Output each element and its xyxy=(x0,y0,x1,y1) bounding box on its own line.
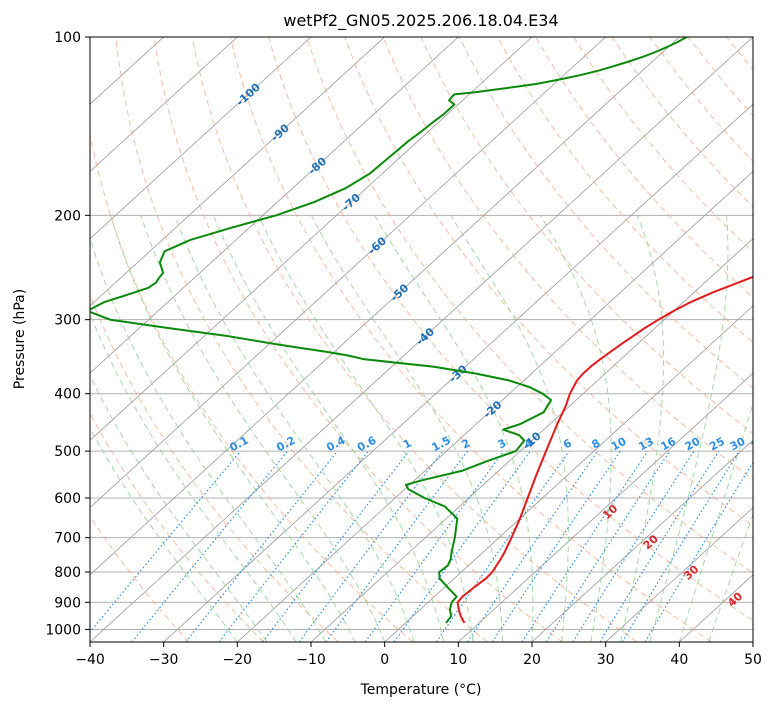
mixing-ratio-line xyxy=(545,450,671,642)
dry-adiabat-line xyxy=(382,37,753,481)
mixing-ratio-line xyxy=(131,450,289,642)
mixing-ratio-line xyxy=(393,450,531,642)
isotherm-line xyxy=(90,37,459,374)
mixing-ratio-label: 36 xyxy=(749,435,769,454)
isotherm-line xyxy=(90,37,680,576)
isotherm-line xyxy=(90,37,753,642)
chart-title: wetPf2_GN05.2025.206.18.04.E34 xyxy=(283,11,558,31)
plot-frame xyxy=(89,36,754,643)
mixing-ratio-line xyxy=(298,450,444,642)
isotherm-line xyxy=(531,439,753,642)
x-tick-label: −20 xyxy=(223,652,253,668)
x-tick-label: 10 xyxy=(449,652,467,668)
dry-adiabat-line xyxy=(191,37,638,642)
axes-group: −40 −30 −20 −10 0 10 20 30 40 50 100 200 300 400 500 60… xyxy=(45,30,762,668)
dry-adiabat-line xyxy=(306,37,753,574)
mixing-ratio-line xyxy=(572,450,695,642)
mixing-ratio-line xyxy=(466,450,599,642)
mixing-ratio-line xyxy=(262,450,410,642)
moist-adiabat-line xyxy=(110,215,356,642)
mixing-ratio-line xyxy=(185,450,339,642)
isotherm-line xyxy=(310,238,753,642)
dry-adiabat-line xyxy=(268,37,753,622)
moist-adiabat-line xyxy=(90,374,268,642)
mixing-ratio-line xyxy=(364,450,505,642)
isotherm-line xyxy=(163,103,753,642)
moist-adiabat-line xyxy=(140,215,386,642)
mixing-ratio-line xyxy=(325,450,468,642)
dry-adiabat-line xyxy=(535,37,753,298)
x-axis-label: Temperature (°C) xyxy=(360,682,482,698)
y-tick-label: 900 xyxy=(54,595,81,611)
mixing-ratio-line xyxy=(521,450,649,642)
y-tick-label: 400 xyxy=(54,387,81,403)
moist-adiabat-line xyxy=(310,215,503,642)
moist-adiabat-line xyxy=(374,215,534,642)
x-tick-label: −40 xyxy=(75,652,105,668)
temperature-line xyxy=(456,275,753,624)
x-tick-label: 40 xyxy=(670,652,688,668)
isotherm-line xyxy=(90,37,385,307)
x-tick-label: −10 xyxy=(296,652,326,668)
x-tick-label: 50 xyxy=(744,652,762,668)
isotherm-line xyxy=(90,37,606,509)
dry-adiabat-line xyxy=(229,37,712,642)
mixing-ratio-line xyxy=(621,450,740,642)
moist-adiabat-line xyxy=(539,215,612,642)
isotherm-line xyxy=(237,170,753,642)
moist-adiabat-line xyxy=(90,236,327,642)
dry-adiabat-line xyxy=(90,515,190,642)
y-axis-label: Pressure (hPa) xyxy=(12,289,28,389)
dry-adiabat-line xyxy=(90,131,414,642)
series-group xyxy=(90,37,753,624)
x-tick-label: 20 xyxy=(523,652,541,668)
isotherm-line xyxy=(458,372,753,642)
mixing-ratio-label: 20 xyxy=(683,435,703,454)
mixing-ratio-line xyxy=(90,450,242,633)
x-tick-label: 30 xyxy=(597,652,615,668)
y-tick-label: 300 xyxy=(54,313,81,329)
y-tick-label: 600 xyxy=(54,491,81,507)
background-lines xyxy=(90,37,753,642)
y-tick-label: 100 xyxy=(54,30,81,46)
moist-adiabat-line xyxy=(213,215,445,642)
moist-adiabat-line xyxy=(90,312,297,642)
mixing-ratio-line xyxy=(435,450,570,642)
isotherm-line xyxy=(90,37,533,441)
dry-adiabat-line xyxy=(153,37,563,642)
moist-adiabat-line xyxy=(90,427,238,642)
y-tick-label: 500 xyxy=(54,444,81,460)
mixing-ratio-label: 13 xyxy=(636,435,656,454)
mixing-ratio-label: 30 xyxy=(728,435,748,454)
isotherm-line xyxy=(605,507,753,642)
mixing-ratio-label: 25 xyxy=(707,435,727,454)
isotherm-line xyxy=(90,37,238,172)
y-tick-label: 1000 xyxy=(45,622,81,638)
y-tick-label: 800 xyxy=(54,565,81,581)
dry-adiabat-line xyxy=(496,37,753,344)
dry-adiabat-line xyxy=(115,37,488,642)
moist-adiabat-line xyxy=(450,215,569,642)
x-tick-label: 0 xyxy=(380,652,389,668)
isotherm-line xyxy=(90,37,312,240)
moist-adiabat-line xyxy=(619,215,664,642)
mixing-ratio-label: 16 xyxy=(658,435,678,454)
mixing-ratio-label: 10 xyxy=(609,435,629,454)
y-tick-label: 200 xyxy=(54,208,81,224)
dry-adiabat-line xyxy=(90,412,264,642)
x-tick-label: −30 xyxy=(149,652,179,668)
isotherm-line xyxy=(384,305,753,642)
y-tick-label: 700 xyxy=(54,531,81,547)
mixing-ratio-line xyxy=(491,450,621,642)
dry-adiabat-line xyxy=(344,37,753,527)
dewpoint-line xyxy=(90,37,688,624)
